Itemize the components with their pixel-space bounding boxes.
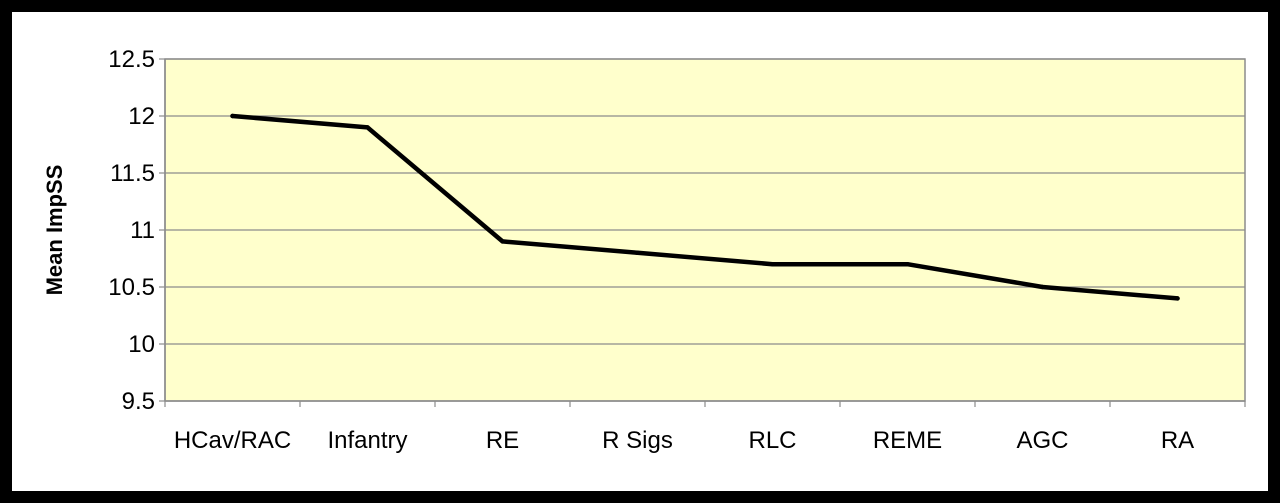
x-tick-label: AGC — [1016, 427, 1068, 454]
data-point — [365, 125, 370, 130]
data-point — [500, 239, 505, 244]
series-layer — [230, 113, 1180, 301]
series-line-0 — [230, 113, 1180, 301]
data-point — [770, 262, 775, 267]
y-axis-title: Mean ImpSS — [42, 165, 67, 296]
data-point — [1175, 296, 1180, 301]
x-tick-label: HCav/RAC — [174, 427, 291, 454]
y-tick-label: 11 — [130, 217, 155, 244]
y-tick-label: 9.5 — [122, 388, 155, 415]
y-tick-labels: 9.5 10 10.5 11 11.5 12 12.5 — [108, 46, 155, 415]
x-tick-label: RE — [486, 427, 519, 454]
line-chart: 9.5 10 10.5 11 11.5 12 12.5 HCav/RAC Infantry RE… — [42, 46, 1246, 454]
x-tick-label: RLC — [748, 427, 796, 454]
data-point — [230, 113, 235, 119]
x-tick-label: Infantry — [327, 427, 407, 454]
x-tick-label: REME — [873, 427, 942, 454]
y-tick-label: 10.5 — [108, 274, 155, 301]
data-point — [635, 250, 640, 255]
x-tick-label: RA — [1161, 427, 1194, 454]
x-tick-labels: HCav/RAC Infantry RE R Sigs RLC REME AGC RA — [174, 427, 1194, 454]
y-tick-label: 12.5 — [108, 46, 155, 73]
x-tick-label: R Sigs — [602, 427, 673, 454]
data-point — [1040, 284, 1045, 290]
y-tick-label: 12 — [128, 103, 155, 130]
y-tick-label: 11.5 — [110, 160, 155, 187]
axes — [159, 58, 1246, 407]
data-point — [905, 262, 910, 267]
y-tick-label: 10 — [128, 331, 155, 358]
chart-frame: 9.5 10 10.5 11 11.5 12 12.5 HCav/RAC Infantry RE… — [12, 12, 1268, 491]
